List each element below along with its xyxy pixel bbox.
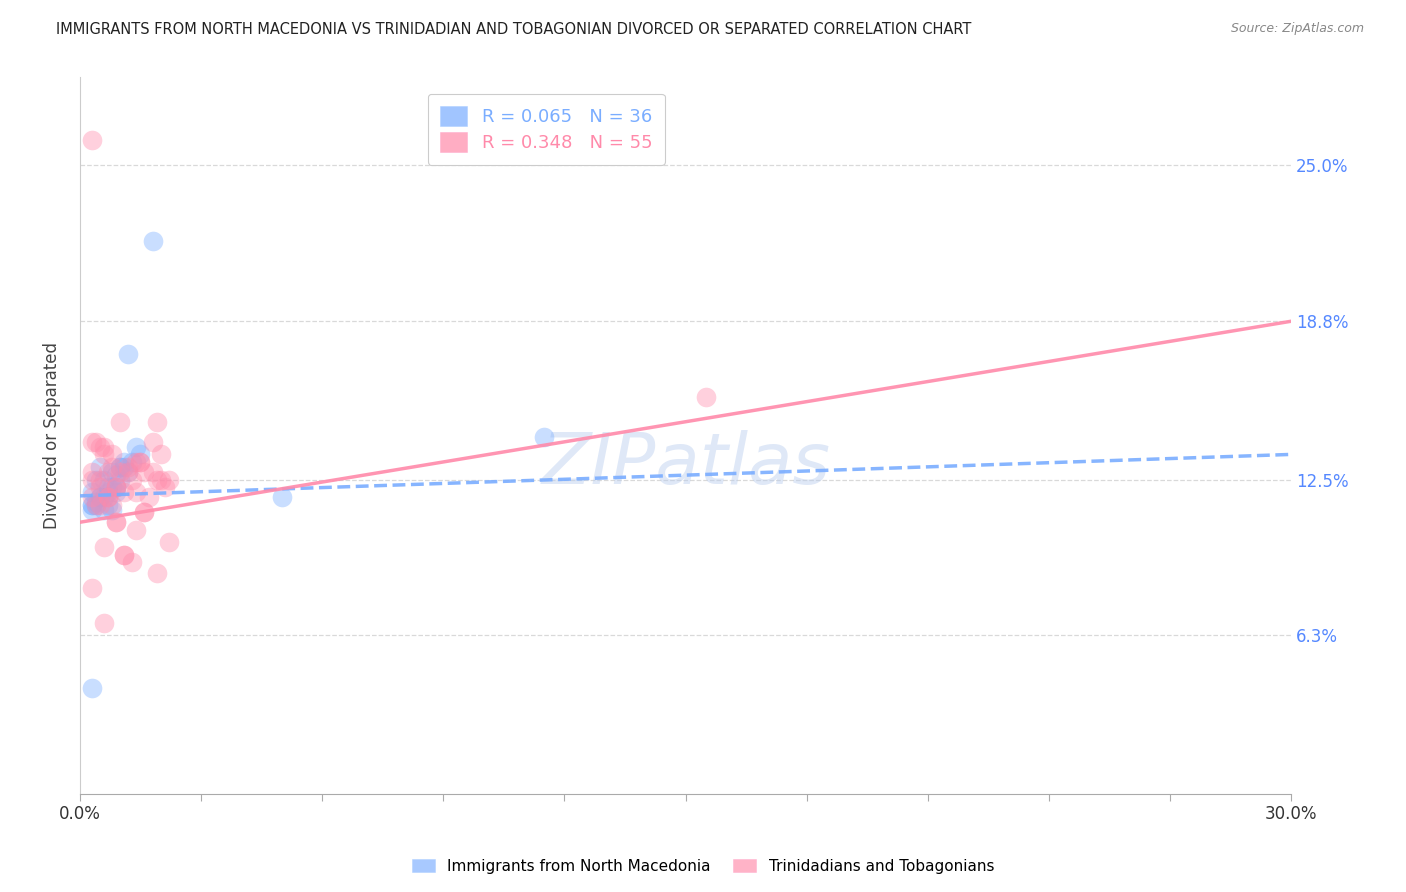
Point [129,455,152,469]
Point [112,485,135,500]
Point [101,460,124,475]
Point [89,490,111,504]
Text: IMMIGRANTS FROM NORTH MACEDONIA VS TRINIDADIAN AND TOBAGONIAN DIVORCED OR SEPARA: IMMIGRANTS FROM NORTH MACEDONIA VS TRINI… [56,22,972,37]
Point [89,460,111,475]
Point [138,490,160,504]
Point [121,455,143,469]
Point [153,480,176,494]
Point [84,495,107,509]
Point [93,447,115,461]
Point [89,480,111,494]
Point [270,490,292,504]
Point [117,460,139,475]
Point [80,434,103,449]
Point [105,515,128,529]
Point [117,465,139,479]
Legend: Immigrants from North Macedonia, Trinidadians and Tobagonians: Immigrants from North Macedonia, Trinida… [406,853,1000,880]
Legend: R = 0.065   N = 36, R = 0.348   N = 55: R = 0.065 N = 36, R = 0.348 N = 55 [427,94,665,165]
Point [142,234,165,248]
Point [142,465,165,479]
Point [84,498,107,512]
Point [117,465,139,479]
Point [105,485,128,500]
Point [129,455,152,469]
Point [125,440,148,454]
Point [101,465,124,479]
Point [105,480,128,494]
Point [89,473,111,487]
Point [84,434,107,449]
Point [110,473,132,487]
Point [125,455,148,469]
Point [89,490,111,504]
Point [134,465,156,479]
Point [129,447,152,461]
Text: Source: ZipAtlas.com: Source: ZipAtlas.com [1230,22,1364,36]
Point [93,502,115,516]
Point [145,566,167,580]
Point [97,465,120,479]
Point [80,681,103,695]
Point [533,430,555,444]
Point [110,460,132,475]
Point [121,473,143,487]
Point [142,434,165,449]
Point [125,485,148,500]
Point [112,455,135,469]
Point [105,480,128,494]
Point [157,473,180,487]
Text: ZIPatlas: ZIPatlas [541,430,830,499]
Point [93,541,115,555]
Point [101,447,124,461]
Point [105,480,128,494]
Point [149,473,172,487]
Point [112,548,135,562]
Point [89,440,111,454]
Point [125,523,148,537]
Point [97,490,120,504]
Point [89,498,111,512]
Point [93,440,115,454]
Point [157,535,180,549]
Point [80,498,103,512]
Point [105,515,128,529]
Point [80,133,103,147]
Point [93,473,115,487]
Point [93,490,115,504]
Point [93,615,115,630]
Point [110,415,132,429]
Point [112,548,135,562]
Point [117,347,139,361]
Point [134,505,156,519]
Point [80,473,103,487]
Point [84,473,107,487]
Point [695,390,717,404]
Point [101,502,124,516]
Point [149,447,172,461]
Point [80,485,103,500]
Point [80,498,103,512]
Point [121,556,143,570]
Point [105,467,128,482]
Point [110,465,132,479]
Point [80,502,103,516]
Point [80,581,103,595]
Point [110,460,132,475]
Point [112,460,135,475]
Point [97,485,120,500]
Point [97,498,120,512]
Y-axis label: Divorced or Separated: Divorced or Separated [44,342,60,529]
Point [97,480,120,494]
Point [84,498,107,512]
Point [101,480,124,494]
Point [145,473,167,487]
Point [134,505,156,519]
Point [80,465,103,479]
Point [97,490,120,504]
Point [145,415,167,429]
Point [101,498,124,512]
Point [80,490,103,504]
